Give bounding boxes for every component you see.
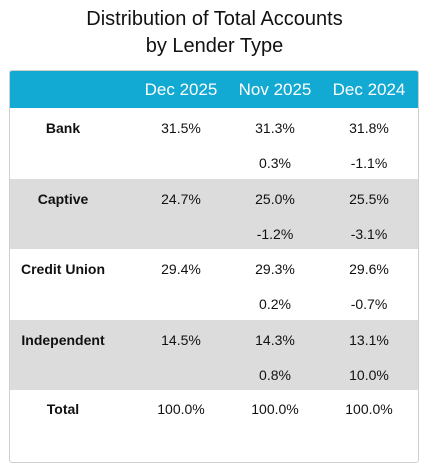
- row-label: Credit Union: [21, 261, 105, 277]
- value: 31.8%: [349, 120, 389, 136]
- table: Dec 2025 Nov 2025 Dec 2024 Bank 31.5% 31.3% 31…: [9, 70, 419, 463]
- value: 25.0%: [255, 190, 295, 207]
- change: -1.1%: [350, 155, 388, 171]
- change: 0.8%: [259, 366, 291, 383]
- change: 0.2%: [259, 296, 291, 312]
- row-label: Captive: [37, 190, 89, 207]
- row-label: Total: [46, 401, 80, 417]
- change: -0.7%: [350, 296, 388, 312]
- value: 29.6%: [349, 261, 389, 277]
- value: 25.5%: [349, 190, 389, 207]
- value: 14.5%: [161, 331, 201, 348]
- row-band: [10, 178, 418, 249]
- value: 24.7%: [161, 190, 201, 207]
- change: 10.0%: [349, 366, 389, 383]
- title-line: by Lender Type: [145, 35, 284, 57]
- value: 31.5%: [161, 120, 201, 136]
- row-label: Independent: [21, 331, 105, 348]
- value: 29.3%: [255, 261, 295, 277]
- row-label: Bank: [45, 120, 81, 136]
- title-line: Distribution of Total Accounts: [86, 8, 343, 30]
- value: 13.1%: [349, 331, 389, 348]
- column-header: Dec 2024: [332, 80, 406, 99]
- row-band: [10, 319, 418, 390]
- change: -1.2%: [256, 225, 294, 242]
- value: 100.0%: [157, 401, 205, 417]
- change: 0.3%: [259, 155, 291, 171]
- column-header: Nov 2025: [238, 80, 312, 99]
- column-header: Dec 2025: [144, 80, 218, 99]
- value: 100.0%: [345, 401, 393, 417]
- value: 31.3%: [255, 120, 295, 136]
- value: 29.4%: [161, 261, 201, 277]
- change: -3.1%: [350, 225, 388, 242]
- value: 14.3%: [255, 331, 295, 348]
- value: 100.0%: [251, 401, 299, 417]
- header-band: [10, 71, 418, 108]
